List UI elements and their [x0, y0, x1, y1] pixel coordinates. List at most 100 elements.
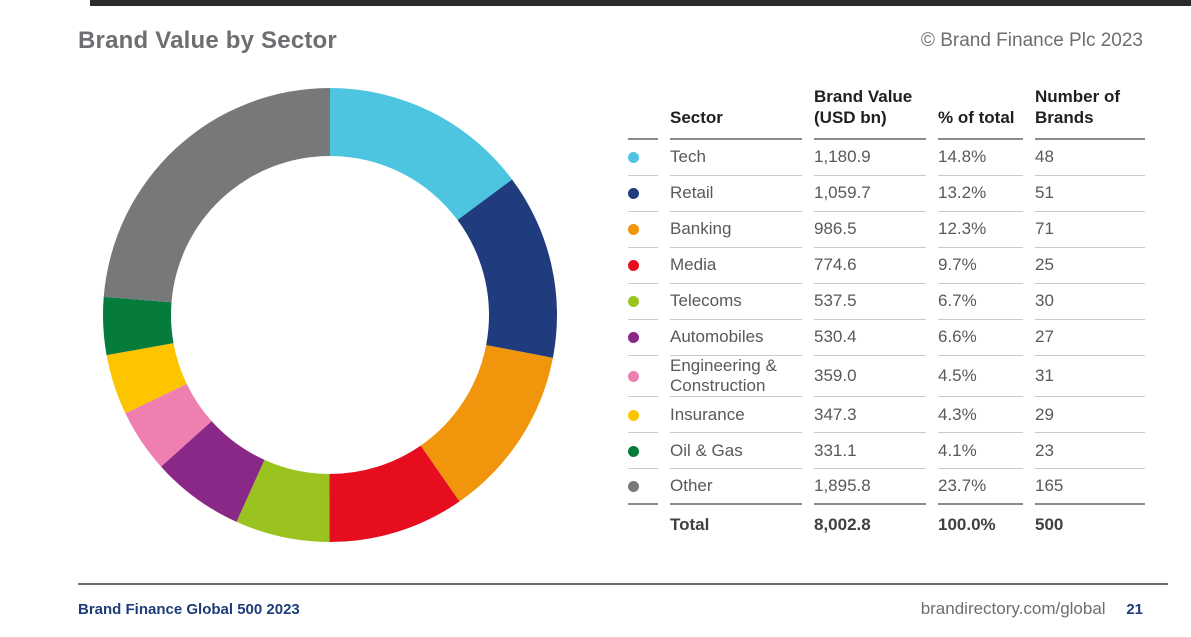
sector-color-dot — [628, 152, 639, 164]
donut-slice-banking — [420, 345, 553, 502]
page-number: 21 — [1126, 601, 1143, 618]
row-brand-value: 331.1 — [814, 433, 926, 470]
row-pct: 4.3% — [938, 397, 1023, 434]
row-pct: 6.7% — [938, 284, 1023, 320]
row-dot-cell — [628, 176, 658, 212]
row-brands: 48 — [1035, 140, 1145, 176]
row-dot-cell — [628, 433, 658, 470]
copyright-text: © Brand Finance Plc 2023 — [920, 30, 1143, 51]
row-brands: 25 — [1035, 248, 1145, 284]
header-brand-value: Brand Value (USD bn) — [814, 62, 926, 140]
footer-url: brandirectory.com/global — [920, 599, 1106, 618]
row-pct: 14.8% — [938, 140, 1023, 176]
top-accent-bar — [90, 0, 1191, 6]
row-sector: Telecoms — [670, 284, 802, 320]
row-dot-cell — [628, 469, 658, 506]
table-row: Insurance 347.3 4.3% 29 — [628, 397, 1145, 434]
donut-slice-insurance — [106, 343, 187, 414]
row-brands: 29 — [1035, 397, 1145, 434]
row-pct: 9.7% — [938, 248, 1023, 284]
row-dot-cell — [628, 140, 658, 176]
row-pct: 4.5% — [938, 356, 1023, 398]
row-dot-cell — [628, 284, 658, 320]
row-sector: Media — [670, 248, 802, 284]
row-pct: 23.7% — [938, 469, 1023, 506]
sector-color-dot — [628, 445, 639, 457]
row-brand-value: 347.3 — [814, 397, 926, 434]
row-brand-value: 1,059.7 — [814, 176, 926, 212]
footer-report-title: Brand Finance Global 500 2023 — [78, 601, 300, 618]
sector-color-dot — [628, 188, 639, 200]
header-pct-of-total: % of total — [938, 62, 1023, 140]
donut-chart — [100, 85, 560, 545]
row-brand-value: 1,180.9 — [814, 140, 926, 176]
table-row: Banking 986.5 12.3% 71 — [628, 212, 1145, 248]
row-brands: 51 — [1035, 176, 1145, 212]
row-brands: 165 — [1035, 469, 1145, 506]
sector-color-dot — [628, 332, 639, 344]
total-brands: 500 — [1035, 515, 1064, 535]
donut-slice-other — [103, 88, 330, 303]
row-pct: 6.6% — [938, 320, 1023, 356]
donut-slice-oil-gas — [102, 296, 174, 356]
sector-color-dot — [628, 296, 639, 308]
total-label: Total — [670, 515, 710, 535]
row-dot-cell — [628, 320, 658, 356]
donut-chart-svg — [102, 88, 557, 543]
footer-right: brandirectory.com/global 21 — [921, 599, 1143, 619]
row-sector: Oil & Gas — [670, 433, 802, 470]
donut-slice-retail — [457, 179, 557, 358]
row-brands: 31 — [1035, 356, 1145, 398]
total-dot-spacer — [628, 505, 658, 545]
row-brands: 30 — [1035, 284, 1145, 320]
sector-table: Sector Brand Value (USD bn) % of total N… — [616, 62, 1157, 545]
donut-slice-tech — [330, 88, 513, 221]
table-header-row: Sector Brand Value (USD bn) % of total N… — [628, 62, 1145, 140]
donut-slice-engineering-construction — [125, 383, 212, 467]
header-num-brands: Number of Brands — [1035, 62, 1145, 140]
row-brand-value: 530.4 — [814, 320, 926, 356]
row-dot-cell — [628, 397, 658, 434]
row-sector: Banking — [670, 212, 802, 248]
row-brand-value: 1,895.8 — [814, 469, 926, 506]
row-sector: Retail — [670, 176, 802, 212]
row-brands: 23 — [1035, 433, 1145, 470]
row-dot-cell — [628, 248, 658, 284]
header-dot-spacer — [628, 62, 658, 140]
sector-color-dot — [628, 409, 639, 421]
row-brand-value: 986.5 — [814, 212, 926, 248]
total-brand-value: 8,002.8 — [814, 515, 871, 535]
table-row: Other 1,895.8 23.7% 165 — [628, 469, 1145, 506]
table-row: Media 774.6 9.7% 25 — [628, 248, 1145, 284]
header-sector: Sector — [670, 62, 802, 140]
row-pct: 4.1% — [938, 433, 1023, 470]
donut-slice-telecoms — [236, 459, 330, 542]
row-dot-cell — [628, 356, 658, 398]
table-row: Tech 1,180.9 14.8% 48 — [628, 140, 1145, 176]
row-brand-value: 537.5 — [814, 284, 926, 320]
row-brands: 71 — [1035, 212, 1145, 248]
table-row: Automobiles 530.4 6.6% 27 — [628, 320, 1145, 356]
donut-slice-media — [329, 445, 460, 543]
row-brand-value: 359.0 — [814, 356, 926, 398]
row-pct: 12.3% — [938, 212, 1023, 248]
row-sector: Engineering & Construction — [670, 356, 802, 398]
sector-color-dot — [628, 224, 639, 236]
page-title: Brand Value by Sector — [78, 27, 337, 54]
table-row: Retail 1,059.7 13.2% 51 — [628, 176, 1145, 212]
sector-color-dot — [628, 260, 639, 272]
row-brand-value: 774.6 — [814, 248, 926, 284]
table-row: Engineering & Construction 359.0 4.5% 31 — [628, 356, 1145, 398]
total-pct: 100.0% — [938, 515, 996, 535]
row-pct: 13.2% — [938, 176, 1023, 212]
row-sector: Insurance — [670, 397, 802, 434]
footer-divider — [78, 583, 1168, 585]
table-row: Telecoms 537.5 6.7% 30 — [628, 284, 1145, 320]
donut-slice-automobiles — [161, 421, 265, 522]
row-sector: Other — [670, 469, 802, 506]
table-body: Tech 1,180.9 14.8% 48 Retail 1,059.7 13.… — [628, 140, 1145, 506]
sector-color-dot — [628, 371, 639, 383]
table-row: Oil & Gas 331.1 4.1% 23 — [628, 433, 1145, 470]
row-brands: 27 — [1035, 320, 1145, 356]
